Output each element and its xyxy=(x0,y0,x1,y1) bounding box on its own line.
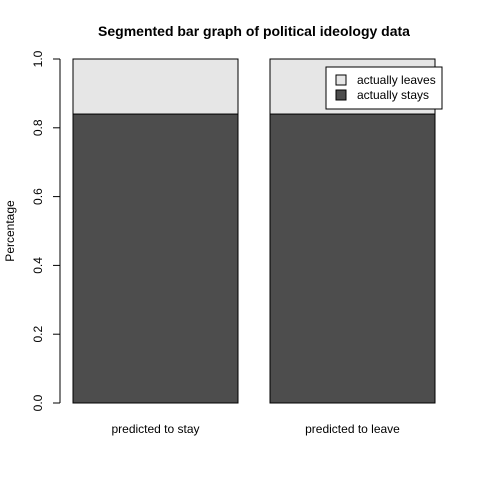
legend-label: actually stays xyxy=(357,88,429,102)
category-label: predicted to stay xyxy=(111,422,199,436)
legend-swatch xyxy=(335,89,347,101)
y-axis: 0.0 0.2 0.4 0.6 0.8 1.0 xyxy=(31,50,61,411)
bar-segment-stays-predicted-leave xyxy=(269,113,436,404)
y-tick-label: 0.0 xyxy=(31,394,45,411)
category-label: predicted to leave xyxy=(305,422,400,436)
category-labels: predicted to stay predicted to leave xyxy=(111,422,400,436)
bar-segment-leaves-predicted-stay xyxy=(72,58,239,115)
legend-label: actually leaves xyxy=(357,73,436,87)
bars xyxy=(72,58,436,404)
y-tick-label: 0.8 xyxy=(31,119,45,136)
chart-title: Segmented bar graph of political ideolog… xyxy=(98,23,410,39)
bar-segment-stays-predicted-stay xyxy=(72,113,239,404)
legend-swatch xyxy=(335,74,347,86)
y-axis-label: Percentage xyxy=(3,200,17,262)
y-tick-label: 0.2 xyxy=(31,326,45,343)
legend-box xyxy=(325,66,443,110)
y-tick-label: 1.0 xyxy=(31,50,45,67)
y-tick-label: 0.6 xyxy=(31,188,45,205)
y-tick-label: 0.4 xyxy=(31,257,45,274)
